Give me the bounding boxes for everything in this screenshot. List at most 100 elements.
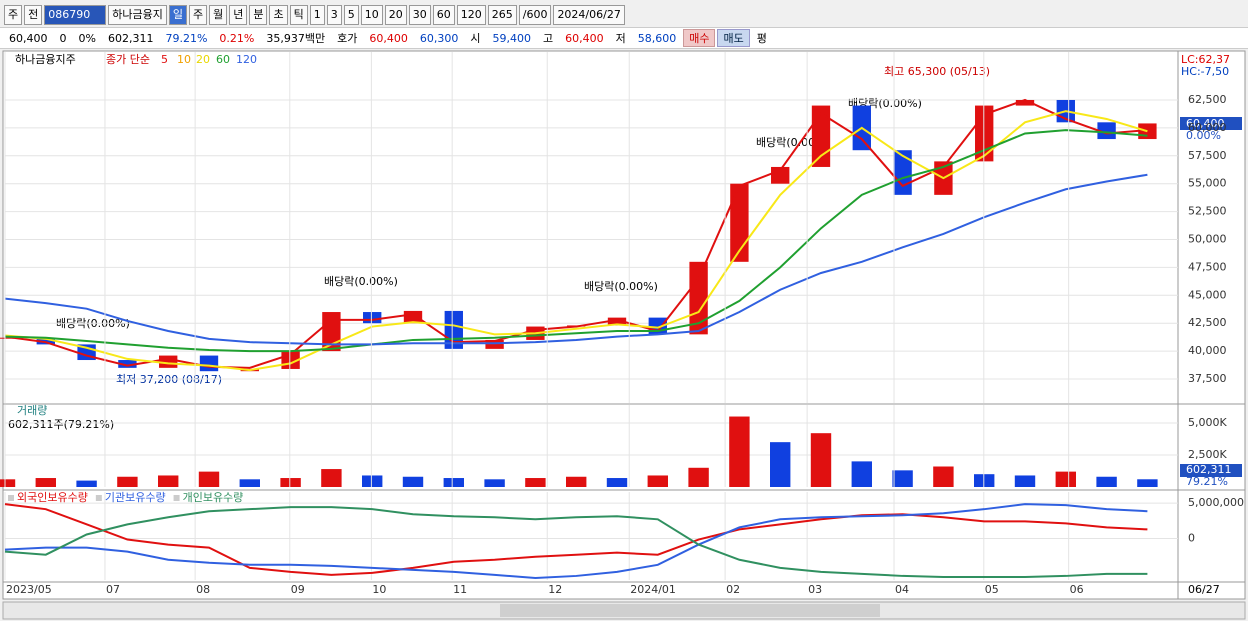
volume-bar	[1137, 479, 1158, 487]
panel-subtitle: 602,311주(79.21%)	[8, 418, 114, 431]
x-tick-label: 12	[548, 583, 562, 596]
toolbar-button[interactable]: 전	[24, 4, 43, 25]
last-volume-box	[1180, 464, 1242, 477]
last-price: 60,400	[1186, 117, 1225, 130]
toolbar-button[interactable]: 초	[269, 4, 288, 25]
y-tick-label: 2,500K	[1188, 448, 1227, 461]
candle	[1015, 99, 1035, 106]
volume-bar	[280, 478, 301, 487]
y-tick-label: 0	[1188, 532, 1195, 545]
toolbar-button[interactable]: 월	[209, 4, 228, 25]
legend-label: 기관보유수량	[105, 491, 166, 504]
toolbar-button[interactable]: 265	[487, 4, 517, 25]
volume-bar	[402, 476, 424, 487]
toolbar-button[interactable]: /600	[518, 4, 552, 25]
x-tick-label: 10	[372, 583, 386, 596]
candle	[485, 339, 504, 349]
x-tick-label: 11	[453, 583, 467, 596]
candle	[730, 183, 749, 262]
annotation: 최고 65,300 (05/13)	[884, 65, 990, 78]
quote-field[interactable]: 매도	[717, 29, 750, 47]
quote-field[interactable]: 매수	[683, 29, 716, 47]
x-tick-label: 08	[196, 583, 210, 596]
volume-bar	[198, 471, 220, 487]
candle	[607, 317, 627, 326]
toolbar-button[interactable]: 30	[408, 4, 431, 25]
legend-swatch	[8, 495, 14, 501]
volume-bar	[1014, 475, 1036, 487]
candle	[159, 355, 178, 368]
legend-label: 외국인보유수량	[17, 491, 88, 504]
volume-bar	[117, 476, 138, 487]
volume-bar	[0, 479, 16, 487]
quote-field[interactable]: 평	[756, 32, 767, 45]
y-tick-label: 42,500	[1188, 316, 1227, 329]
toolbar-button[interactable]: 일	[168, 4, 187, 25]
panel-title: 거래량	[17, 404, 47, 417]
hc-label: HC:-7,50	[1181, 65, 1229, 78]
quote-field: 602,311	[107, 31, 154, 45]
toolbar-button[interactable]: 하나금융지	[108, 4, 167, 25]
y-tick-label: 5,000,000	[1188, 496, 1244, 509]
ma-line	[4, 503, 1148, 579]
x-tick-label: 07	[106, 583, 120, 596]
toolbar-button[interactable]: 주	[188, 4, 208, 25]
volume-bar	[76, 480, 97, 487]
volume-bar	[525, 478, 546, 487]
quote-field: 0	[59, 31, 67, 45]
volume-bar	[770, 442, 791, 487]
quote-field: 0.21%	[219, 31, 255, 45]
y-tick-label: 37,500	[1188, 372, 1227, 385]
quote-field: 60,300	[419, 31, 459, 45]
candle	[689, 261, 708, 335]
y-tick-label: 5,000K	[1188, 416, 1227, 429]
y-tick-label: 55,000	[1188, 177, 1227, 190]
quote-field: 고	[542, 32, 554, 45]
toolbar-button[interactable]: 주	[4, 4, 23, 25]
toolbar-button[interactable]: 5	[343, 4, 359, 25]
x-tick-label: 06	[1070, 583, 1084, 596]
scroll-thumb[interactable]	[500, 604, 880, 617]
ma-line	[4, 506, 1148, 578]
ma-title: 종가 단순	[106, 53, 150, 66]
candle	[118, 360, 137, 368]
volume-bar	[810, 433, 832, 487]
volume-bar	[1096, 476, 1117, 487]
x-tick-label: 02	[726, 583, 740, 596]
toolbar-button[interactable]: 3	[326, 4, 342, 25]
toolbar-button[interactable]: 1	[309, 4, 325, 25]
quote-field: 59,400	[492, 31, 531, 45]
x-end-label: 06/27	[1188, 583, 1220, 596]
volume-bar	[239, 479, 260, 487]
panel-title: 하나금융지주	[15, 52, 76, 66]
candle	[0, 337, 15, 339]
y-tick-label: 45,000	[1188, 288, 1227, 301]
volume-bar	[647, 475, 668, 487]
x-tick-label: 03	[808, 583, 822, 596]
quote-field: 58,600	[637, 31, 677, 45]
quote-field: 79.21%	[165, 31, 208, 45]
volume-bar	[158, 475, 179, 487]
toolbar-button[interactable]: 60	[432, 4, 455, 25]
ma-line	[4, 503, 1148, 576]
toolbar-button[interactable]: 틱	[289, 4, 308, 25]
y-tick-label: 50,000	[1188, 232, 1227, 245]
toolbar-button[interactable]: 분	[249, 4, 268, 25]
ma-label: 10	[177, 53, 191, 66]
toolbar-button[interactable]: 10	[360, 4, 383, 25]
candle	[363, 312, 382, 324]
toolbar-button[interactable]: 20	[384, 4, 407, 25]
legend-swatch	[173, 495, 180, 501]
toolbar-button[interactable]: 2024/06/27	[553, 4, 625, 25]
toolbar-button[interactable]: 120	[456, 4, 486, 25]
annotation: 배당락(0.00%)	[584, 280, 658, 293]
toolbar-button[interactable]: 086790	[44, 4, 107, 25]
volume-bar	[933, 466, 954, 487]
volume-bar	[484, 479, 505, 487]
quote-field: 60,400	[369, 31, 408, 45]
last-price-box	[1180, 117, 1242, 130]
toolbar-button[interactable]: 년	[229, 4, 248, 25]
quote-field: 35,937백만	[266, 32, 326, 45]
ma-label: 5	[161, 53, 168, 66]
volume-bar	[362, 475, 383, 487]
